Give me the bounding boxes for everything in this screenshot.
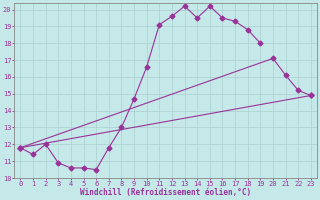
X-axis label: Windchill (Refroidissement éolien,°C): Windchill (Refroidissement éolien,°C)	[80, 188, 251, 197]
